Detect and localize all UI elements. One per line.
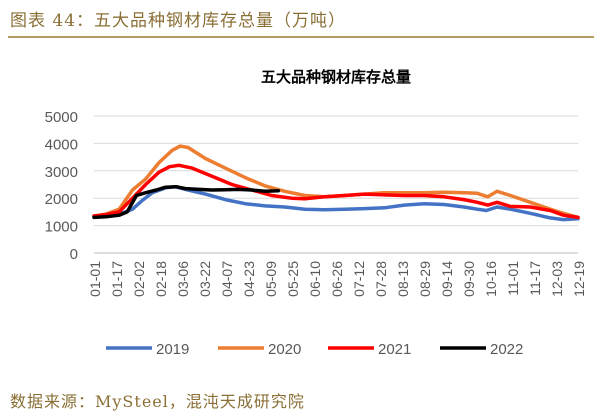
y-tick-label: 5000 [45,109,78,126]
x-tick-label: 08-13 [395,261,411,297]
y-tick-label: 3000 [45,164,78,181]
x-tick-label: 07-12 [351,261,367,297]
chart-title: 五大品种钢材库存总量 [261,68,411,86]
x-tick-label: 06-10 [307,261,323,297]
x-tick-label: 07-28 [373,261,389,297]
series-line-2022 [92,184,281,220]
x-tick-label: 04-23 [241,261,257,297]
x-tick-label: 05-09 [263,261,279,297]
source-note: 数据来源：MySteel，混沌天成研究院 [10,392,305,411]
legend-label-2021: 2021 [378,341,411,358]
x-tick-label: 05-25 [285,261,301,297]
x-tick-label: 04-07 [219,261,235,297]
x-tick-label: 09-30 [461,261,477,297]
y-tick-label: 4000 [45,136,78,153]
x-tick-label: 03-22 [197,261,213,297]
series-line-2021 [92,163,580,220]
figure-title: 图表 44：五大品种钢材库存总量（万吨） [10,11,347,31]
x-tick-label: 12-19 [571,261,587,297]
x-tick-label: 12-03 [549,261,565,297]
legend-label-2019: 2019 [156,341,189,358]
x-tick-label: 11-17 [527,261,543,296]
x-tick-label: 01-01 [87,261,103,297]
y-tick-label: 0 [70,246,78,263]
x-tick-label: 06-26 [329,261,345,297]
x-tick-label: 03-06 [175,261,191,297]
x-tick-label: 09-14 [439,261,455,297]
legend-label-2022: 2022 [490,341,523,358]
y-tick-label: 1000 [45,219,78,236]
y-tick-label: 2000 [45,191,78,208]
x-tick-label: 10-16 [483,261,499,297]
x-tick-label: 11-01 [505,261,521,296]
header-divider [8,36,594,38]
legend-label-2020: 2020 [268,341,301,358]
x-tick-label: 02-18 [153,261,169,297]
x-tick-label: 02-02 [131,261,147,297]
x-tick-label: 08-29 [417,261,433,297]
x-tick-label: 01-17 [109,261,125,297]
